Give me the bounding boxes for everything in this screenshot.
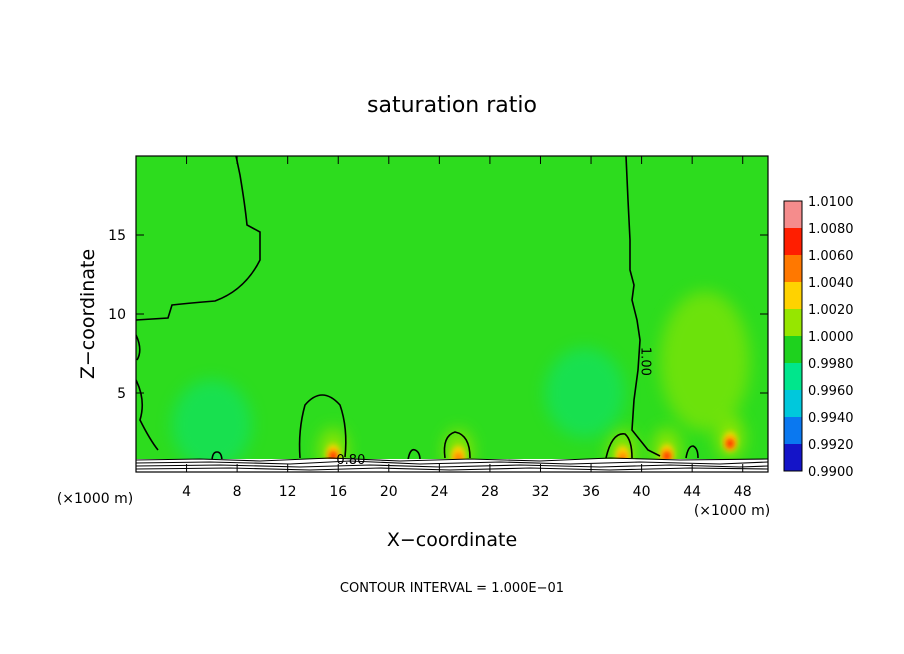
x-tick-label: 4 bbox=[182, 484, 191, 500]
colorbar-label: 1.0060 bbox=[808, 249, 854, 264]
x-tick-label: 28 bbox=[481, 484, 499, 500]
colorbar-swatch bbox=[784, 255, 802, 282]
x-tick-label: 8 bbox=[233, 484, 242, 500]
contour-lines bbox=[136, 156, 699, 463]
colorbar-swatch bbox=[784, 363, 802, 390]
x-tick-label: 44 bbox=[683, 484, 701, 500]
colorbar-swatch bbox=[784, 228, 802, 255]
field-feature-hotspot-4 bbox=[716, 415, 745, 460]
colorbar-swatch bbox=[784, 309, 802, 336]
colorbar-label: 1.0020 bbox=[808, 303, 854, 318]
field-feature-dry-7 bbox=[171, 379, 252, 470]
colorbar-label: 1.0040 bbox=[808, 276, 854, 291]
y-tick-label: 5 bbox=[117, 386, 126, 402]
colorbar-label: 1.0080 bbox=[808, 222, 854, 237]
contour-line-bump-right bbox=[685, 445, 699, 459]
contour-line-bump-6 bbox=[211, 451, 223, 463]
x-unit-label-right: (×1000 m) bbox=[694, 503, 770, 519]
y-tick-label: 10 bbox=[108, 307, 126, 323]
colorbar-swatch bbox=[784, 390, 802, 417]
contour-interval-note: CONTOUR INTERVAL = 1.000E−01 bbox=[340, 581, 564, 596]
contour-line-bump-22 bbox=[407, 448, 421, 461]
x-tick-label: 24 bbox=[430, 484, 448, 500]
contour-label-0: 1.00 bbox=[638, 347, 653, 376]
x-tick-label: 20 bbox=[380, 484, 398, 500]
x-tick-label: 12 bbox=[279, 484, 297, 500]
x-tick-label: 36 bbox=[582, 484, 600, 500]
colorbar-swatch bbox=[784, 201, 802, 228]
x-tick-label: 40 bbox=[633, 484, 651, 500]
colorbar-swatch bbox=[784, 444, 802, 471]
x-tick-label: 32 bbox=[532, 484, 550, 500]
colorbar-label: 0.9920 bbox=[808, 438, 854, 453]
colorbar-label: 0.9900 bbox=[808, 465, 854, 480]
chart-title: saturation ratio bbox=[367, 93, 537, 118]
contour-line-bump-39 bbox=[605, 433, 633, 459]
colorbar-swatch bbox=[784, 417, 802, 444]
contour-line-left-edge bbox=[136, 334, 159, 451]
contour-line-upper-right bbox=[625, 156, 661, 457]
y-tick-label: 15 bbox=[108, 228, 126, 244]
colorbar-label: 1.0000 bbox=[808, 330, 854, 345]
colorbar-label: 0.9940 bbox=[808, 411, 854, 426]
x-unit-label-left: (×1000 m) bbox=[57, 491, 133, 507]
x-tick-label: 16 bbox=[329, 484, 347, 500]
y-axis-title: Z−coordinate bbox=[77, 249, 99, 379]
field-feature-dry-6 bbox=[544, 348, 625, 438]
colorbar-frame bbox=[783, 200, 803, 472]
contour-line-bump-16 bbox=[298, 394, 347, 459]
colorbar-label: 0.9960 bbox=[808, 384, 854, 399]
colorbar-swatch bbox=[784, 336, 802, 363]
contour-line-bump-26 bbox=[443, 431, 471, 459]
colorbar-swatch bbox=[784, 282, 802, 309]
field-feature-moist-5 bbox=[659, 291, 750, 432]
x-axis: 4 8 12 16 20 24 28 32 36 40 44 48 bbox=[182, 156, 752, 500]
colorbar-label: 1.0100 bbox=[808, 195, 854, 210]
contour-line-upper-left bbox=[136, 156, 261, 321]
surface-contour-band bbox=[136, 457, 768, 472]
plot-area: 1.00 0.80 bbox=[136, 156, 768, 472]
contour-label-1: 0.80 bbox=[336, 453, 365, 468]
colorbar-label: 0.9980 bbox=[808, 357, 854, 372]
colorbar: 1.0100 1.0080 1.0060 1.0040 1.0020 1.0000 0.99… bbox=[783, 195, 854, 480]
y-axis: 5 10 15 bbox=[108, 228, 768, 402]
x-axis-title: X−coordinate bbox=[387, 529, 517, 551]
x-tick-label: 48 bbox=[734, 484, 752, 500]
